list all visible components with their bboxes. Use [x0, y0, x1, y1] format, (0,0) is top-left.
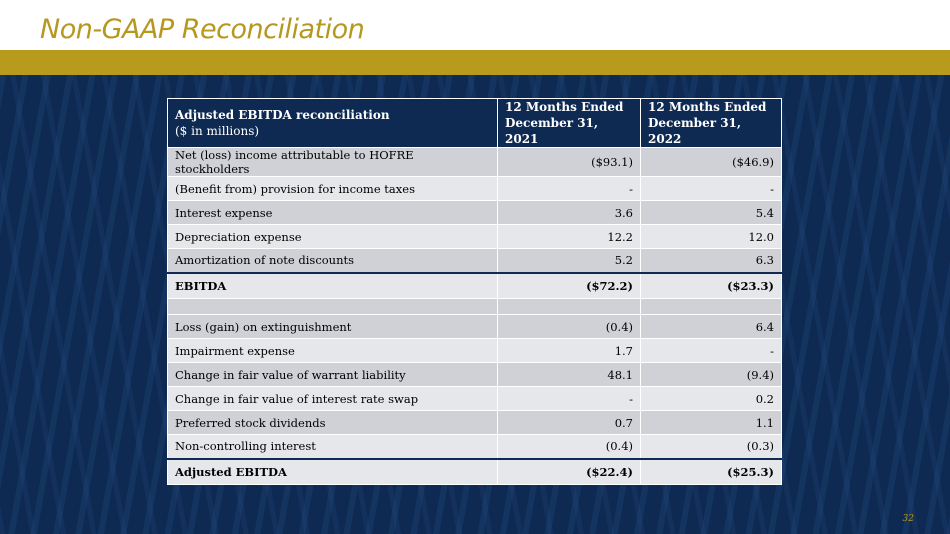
- row-label: Loss (gain) on extinguishment: [167, 314, 498, 339]
- table-row: Non-controlling interest (0.4) (0.3): [167, 434, 782, 459]
- table-header: Adjusted EBITDA reconciliation ($ in mill…: [167, 98, 782, 148]
- row-label: Amortization of note discounts: [167, 248, 498, 273]
- blank-row: [167, 298, 782, 315]
- row-label: (Benefit from) provision for income taxe…: [167, 176, 498, 201]
- slide-title: Non-GAAP Reconciliation: [40, 14, 365, 45]
- table-row: Depreciation expense 12.2 12.0: [167, 224, 782, 249]
- value-2022: ($23.3): [640, 271, 782, 299]
- value-2022: 5.4: [640, 200, 782, 225]
- value-2022: (9.4): [640, 362, 782, 387]
- value-2021: 3.6: [497, 200, 641, 225]
- table-row: Interest expense 3.6 5.4: [167, 200, 782, 225]
- table-row: Net (loss) income attributable to HOFRE …: [167, 147, 782, 177]
- row-label: Interest expense: [167, 200, 498, 225]
- value-2021: 48.1: [497, 362, 641, 387]
- value-2022: 6.3: [640, 248, 782, 273]
- value-2021: ($22.4): [497, 457, 641, 485]
- value-2022: (0.3): [640, 434, 782, 459]
- value-2021: 5.2: [497, 248, 641, 273]
- value-2022: -: [640, 338, 782, 363]
- row-label: Preferred stock dividends: [167, 410, 498, 435]
- value-2021: ($72.2): [497, 271, 641, 299]
- table-row: Loss (gain) on extinguishment (0.4) 6.4: [167, 314, 782, 339]
- table-row: Amortization of note discounts 5.2 6.3: [167, 248, 782, 273]
- header-label: Adjusted EBITDA reconciliation ($ in mill…: [167, 98, 498, 148]
- value-2021: (0.4): [497, 434, 641, 459]
- gold-band: [0, 50, 950, 75]
- row-label: Net (loss) income attributable to HOFRE …: [167, 147, 498, 177]
- row-label: Change in fair value of warrant liabilit…: [167, 362, 498, 387]
- row-label: Non-controlling interest: [167, 434, 498, 459]
- row-label: Depreciation expense: [167, 224, 498, 249]
- table-row: Preferred stock dividends 0.7 1.1: [167, 410, 782, 435]
- value-2022: 12.0: [640, 224, 782, 249]
- value-2021: -: [497, 176, 641, 201]
- value-2021: ($93.1): [497, 147, 641, 177]
- value-2021: 1.7: [497, 338, 641, 363]
- row-label: EBITDA: [167, 271, 498, 299]
- value-2022: 6.4: [640, 314, 782, 339]
- page-number: 32: [902, 514, 914, 524]
- value-2022: -: [640, 176, 782, 201]
- value-2022: 1.1: [640, 410, 782, 435]
- value-2021: 0.7: [497, 410, 641, 435]
- row-label: Change in fair value of interest rate sw…: [167, 386, 498, 411]
- row-label: Adjusted EBITDA: [167, 457, 498, 485]
- total-row: Adjusted EBITDA ($22.4) ($25.3): [167, 457, 782, 485]
- header-2022: 12 Months Ended December 31, 2022: [640, 98, 782, 148]
- table-row: Change in fair value of warrant liabilit…: [167, 362, 782, 387]
- value-2022: 0.2: [640, 386, 782, 411]
- value-2022: ($46.9): [640, 147, 782, 177]
- table-row: Change in fair value of interest rate sw…: [167, 386, 782, 411]
- total-row: EBITDA ($72.2) ($23.3): [167, 271, 782, 299]
- value-2021: -: [497, 386, 641, 411]
- table-row: (Benefit from) provision for income taxe…: [167, 176, 782, 201]
- value-2021: 12.2: [497, 224, 641, 249]
- value-2022: ($25.3): [640, 457, 782, 485]
- row-label: Impairment expense: [167, 338, 498, 363]
- reconciliation-table: Adjusted EBITDA reconciliation ($ in mill…: [167, 98, 782, 485]
- table-row: Impairment expense 1.7-: [167, 338, 782, 363]
- header-2021: 12 Months Ended December 31, 2021: [497, 98, 641, 148]
- value-2021: (0.4): [497, 314, 641, 339]
